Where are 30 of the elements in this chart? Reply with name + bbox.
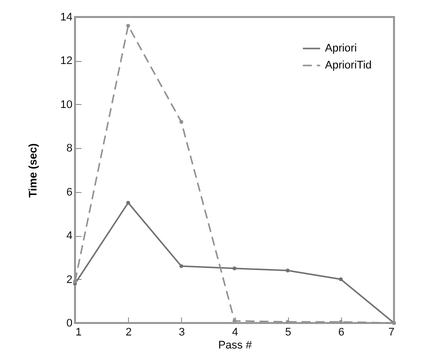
y-tick-label: 12 [60, 55, 72, 68]
y-tick-label: 14 [60, 12, 72, 24]
y-tick-label: 2 [66, 274, 72, 286]
point [286, 320, 290, 324]
point [179, 264, 184, 268]
point [232, 266, 236, 270]
point [73, 280, 77, 284]
point [179, 120, 184, 124]
y-tick-label: 0 [66, 318, 72, 330]
legend-label: AprioriTid [325, 60, 372, 72]
y-tick-label: 4 [66, 230, 72, 242]
x-tick-label: 4 [232, 326, 238, 338]
x-tick-label: 7 [388, 326, 394, 338]
point [338, 320, 343, 324]
x-tick-label: 1 [76, 326, 82, 338]
x-tick-label: 6 [338, 326, 344, 338]
y-tick-label: 6 [66, 186, 72, 198]
legend-label: Apriori [325, 42, 357, 54]
point [338, 277, 343, 282]
point [126, 200, 130, 205]
x-axis-title: Pass # [218, 340, 253, 352]
point [286, 268, 290, 272]
y-tick-label: 10 [60, 98, 72, 111]
point [232, 318, 236, 323]
x-tick-label: 2 [126, 326, 132, 338]
x-tick-label: 3 [178, 326, 185, 338]
y-axis-title: Time (sec) [27, 143, 40, 198]
x-tick-label: 5 [285, 326, 292, 338]
point [126, 24, 130, 28]
y-tick-label: 8 [66, 142, 72, 155]
